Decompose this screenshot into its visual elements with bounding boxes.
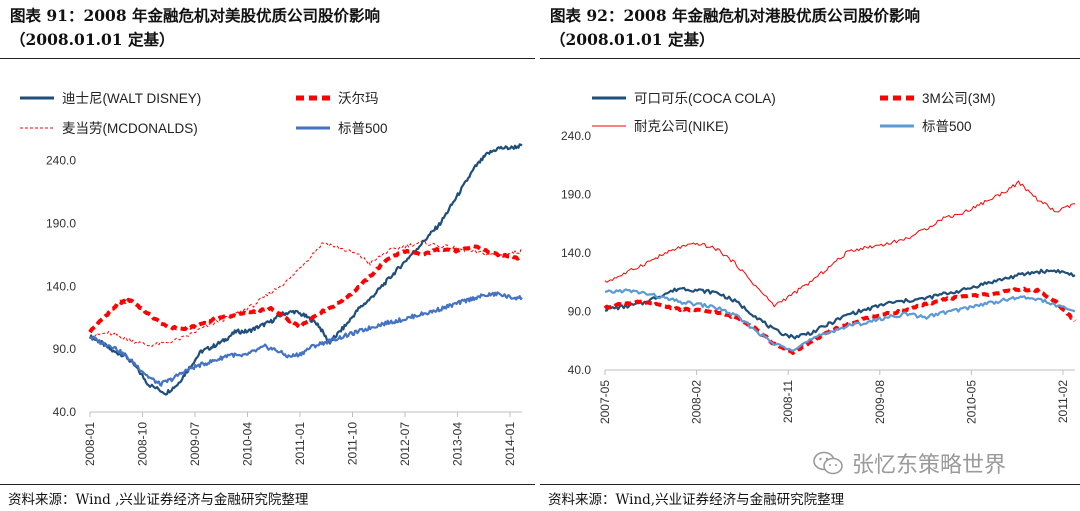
legend-label: 标普500 (338, 121, 388, 136)
chart-title-us: 图表 91：2008 年金融危机对美股优质公司股价影响 （2008.01.01 … (10, 4, 380, 52)
x-tick-label: 2011-10 (346, 422, 360, 465)
legend-label: 可口可乐(COCA COLA) (634, 91, 776, 106)
x-tick-label: 2014-01 (503, 422, 517, 466)
y-tick-label: 90.0 (53, 342, 77, 356)
x-tick-label: 2008-10 (136, 422, 150, 466)
title-rule (0, 58, 535, 59)
x-tick-label: 2012-07 (398, 422, 412, 466)
x-tick-label: 2010-05 (964, 380, 978, 424)
legend-label: 标普500 (922, 119, 972, 134)
x-tick-label: 2011-02 (1056, 380, 1070, 423)
chart-title-hk: 图表 92：2008 年金融危机对港股优质公司股价影响 （2008.01.01 … (550, 4, 920, 52)
chart-title-text: 图表 92：2008 年金融危机对港股优质公司股价影响 (550, 6, 921, 25)
series-line-0 (88, 143, 523, 396)
y-tick-label: 140.0 (561, 246, 591, 260)
x-tick-label: 2011-01 (293, 422, 307, 465)
source-rule (0, 484, 535, 485)
x-tick-label: 2009-08 (873, 380, 887, 424)
y-tick-label: 40.0 (568, 363, 592, 377)
series-line-1 (88, 244, 523, 334)
series-line-0 (604, 268, 1076, 340)
y-tick-label: 190.0 (46, 216, 76, 230)
chart-title-text: 图表 91：2008 年金融危机对美股优质公司股价影响 (10, 6, 381, 25)
x-tick-label: 2013-04 (451, 422, 465, 466)
x-tick-label: 2008-02 (690, 380, 704, 424)
legend-label: 麦当劳(MCDONALDS) (62, 121, 198, 136)
y-tick-label: 240.0 (46, 154, 76, 168)
watermark: 张忆东策略世界 (812, 447, 1006, 479)
y-tick-label: 240.0 (561, 129, 591, 143)
y-tick-label: 190.0 (561, 188, 591, 202)
chart-panel-hk: 图表 92：2008 年金融危机对港股优质公司股价影响 （2008.01.01 … (540, 0, 1080, 511)
x-tick-label: 2008-11 (781, 380, 795, 423)
chart-panel-us: 图表 91：2008 年金融危机对美股优质公司股价影响 （2008.01.01 … (0, 4, 535, 508)
legend-label: 3M公司(3M) (922, 91, 996, 106)
chart-subtitle-text: （2008.01.01 定基） (10, 30, 175, 49)
source-note-hk: 资料来源：Wind,兴业证券经济与金融研究院整理 (548, 492, 845, 508)
chart-hk: 40.0 90.0 140.0 190.0 240.0 2007-05 2008-02 200… (561, 91, 1077, 424)
series-line-3 (604, 288, 1076, 352)
title-rule (540, 58, 1080, 59)
wechat-icon (813, 451, 843, 475)
series-line-2 (604, 180, 1076, 308)
series-line-2 (89, 240, 523, 347)
x-tick-label: 2010-04 (241, 422, 255, 466)
legend-label: 耐克公司(NIKE) (634, 119, 729, 134)
source-note-us: 资料来源：Wind ,兴业证券经济与金融研究院整理 (8, 492, 309, 508)
y-tick-label: 90.0 (568, 305, 592, 319)
series-line-1 (603, 286, 1077, 355)
y-tick-label: 40.0 (53, 405, 77, 419)
legend-label: 沃尔玛 (338, 91, 379, 106)
source-rule (540, 484, 1080, 485)
chart-subtitle-text: （2008.01.01 定基） (550, 30, 715, 49)
watermark-text: 张忆东策略世界 (852, 453, 1007, 478)
legend-label: 迪士尼(WALT DISNEY) (62, 91, 201, 106)
x-tick-label: 2009-07 (188, 422, 202, 466)
x-tick-label: 2007-05 (598, 380, 612, 424)
series-line-3 (90, 291, 523, 387)
y-tick-label: 140.0 (46, 279, 76, 293)
chart-us: 40.0 90.0 140.0 190.0 240.0 2008-01 2008-10 200… (20, 91, 523, 466)
x-tick-label: 2008-01 (83, 422, 97, 466)
